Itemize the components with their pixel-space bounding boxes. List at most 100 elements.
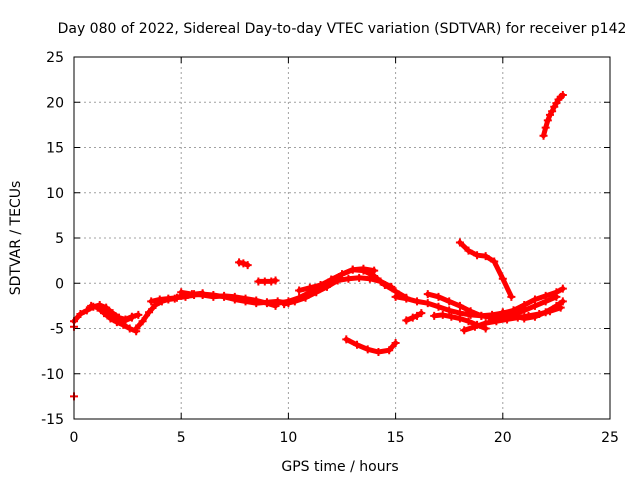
data-point xyxy=(355,273,364,282)
data-point xyxy=(413,297,422,306)
data-point xyxy=(430,311,439,320)
series-s11 xyxy=(295,264,379,295)
data-point xyxy=(541,308,550,317)
x-tick-label: 25 xyxy=(601,430,619,446)
series-s14 xyxy=(402,309,426,325)
data-point xyxy=(243,261,252,270)
data-point xyxy=(541,291,550,300)
data-point xyxy=(164,294,173,303)
data-point xyxy=(402,294,411,303)
plot-frame xyxy=(73,56,611,420)
data-point xyxy=(138,317,147,326)
data-point xyxy=(363,345,372,354)
series-s3 xyxy=(95,302,136,325)
data-point xyxy=(295,286,304,295)
data-point xyxy=(530,312,539,321)
data-point xyxy=(503,315,512,324)
data-point xyxy=(558,91,567,100)
data-point xyxy=(230,292,239,301)
data-point xyxy=(376,277,385,286)
data-point xyxy=(548,107,557,116)
y-tick-label: -15 xyxy=(41,412,64,428)
data-point xyxy=(539,131,548,140)
data-point xyxy=(172,293,181,302)
data-point xyxy=(353,340,362,349)
data-point xyxy=(434,302,443,311)
data-point xyxy=(344,274,353,283)
data-point xyxy=(290,297,299,306)
data-point xyxy=(481,319,490,328)
series-s21 xyxy=(539,91,567,140)
data-point xyxy=(490,257,499,266)
data-point xyxy=(387,282,396,291)
data-point xyxy=(391,292,400,301)
data-point xyxy=(498,308,507,317)
series-s8 xyxy=(254,276,280,286)
data-point xyxy=(312,288,321,297)
data-point xyxy=(558,284,567,293)
data-point xyxy=(252,296,261,305)
series-s20 xyxy=(498,297,567,323)
series-s17 xyxy=(455,238,516,301)
series-s12 xyxy=(342,335,400,357)
data-point xyxy=(121,316,130,325)
data-point xyxy=(338,270,346,279)
data-point xyxy=(520,314,529,323)
data-point xyxy=(155,295,164,304)
data-point xyxy=(374,348,383,357)
data-point xyxy=(305,283,314,292)
data-point xyxy=(301,293,310,302)
data-point xyxy=(552,301,561,310)
x-tick-label: 15 xyxy=(387,430,405,446)
series-trace xyxy=(541,92,566,139)
data-point xyxy=(147,297,156,306)
data-point xyxy=(316,281,325,290)
data-point xyxy=(408,313,417,322)
data-point xyxy=(391,338,400,347)
data-point xyxy=(342,335,351,344)
data-point xyxy=(447,312,456,321)
data-point xyxy=(187,290,196,299)
data-point xyxy=(417,309,426,318)
data-point xyxy=(241,294,250,303)
data-point xyxy=(102,306,111,315)
data-point xyxy=(470,322,479,331)
data-point xyxy=(455,238,464,247)
y-tick-label: 10 xyxy=(46,186,64,202)
series-trace xyxy=(178,289,278,309)
data-point xyxy=(385,346,394,355)
data-point xyxy=(402,316,411,325)
data-point xyxy=(481,252,490,261)
y-tick-label: 5 xyxy=(55,231,64,247)
data-point xyxy=(108,311,117,320)
data-point xyxy=(455,314,464,323)
data-point xyxy=(541,123,550,132)
data-point xyxy=(434,292,443,301)
data-point xyxy=(466,307,475,316)
data-point xyxy=(413,311,422,320)
data-point xyxy=(95,302,104,311)
y-tick-label: 20 xyxy=(46,95,64,111)
data-point xyxy=(445,306,454,315)
data-point xyxy=(327,275,336,284)
data-point xyxy=(145,308,154,317)
data-point xyxy=(543,116,552,125)
data-point xyxy=(280,300,289,309)
data-point xyxy=(198,291,207,300)
data-point xyxy=(530,295,539,304)
y-tick-label: 0 xyxy=(55,276,64,292)
series-s10 xyxy=(280,273,396,309)
data-point xyxy=(552,288,561,297)
data-point xyxy=(455,301,464,310)
chart-title: Day 080 of 2022, Sidereal Day-to-day VTE… xyxy=(58,21,627,37)
data-point xyxy=(82,306,91,315)
x-tick-label: 10 xyxy=(279,430,297,446)
data-point xyxy=(220,291,229,300)
y-tick-label: 15 xyxy=(46,141,64,157)
data-point xyxy=(477,311,486,320)
data-point xyxy=(370,266,379,275)
data-point xyxy=(423,290,432,299)
data-point xyxy=(460,326,469,335)
series-s7 xyxy=(235,258,252,270)
